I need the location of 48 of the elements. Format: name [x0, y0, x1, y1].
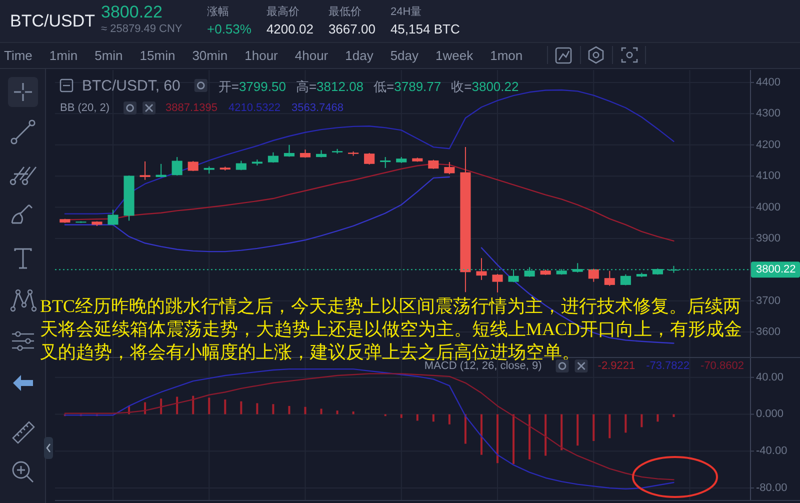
- text: 3563.7468: [292, 102, 344, 114]
- text: 1min: [49, 48, 78, 63]
- y-tick-label: -40.00: [756, 445, 788, 458]
- text: BTC/USDT: [10, 12, 95, 30]
- text: -70.8602: [700, 360, 744, 372]
- text: 3667.00: [328, 22, 376, 36]
- y-tick-label: 4200: [756, 138, 780, 151]
- text: 1day: [345, 48, 374, 63]
- y-tick-label: 4100: [756, 170, 780, 182]
- text: 涨幅: [207, 6, 229, 18]
- y-tick-label: 40.00: [756, 371, 784, 384]
- text: BTC/USDT, 60: [82, 78, 180, 94]
- legend-title: BB (20, 2): [60, 102, 110, 114]
- y-tick-label: 0.000: [756, 408, 784, 420]
- text: 24H量: [390, 6, 422, 18]
- text: 1hour: [244, 48, 279, 63]
- y-tick-label: -80.00: [756, 482, 788, 494]
- text: Time: [4, 48, 32, 63]
- text: 5min: [94, 48, 123, 63]
- text: 3800.22: [101, 2, 162, 22]
- text: 30min: [192, 48, 228, 63]
- text: -2.9221: [598, 360, 636, 372]
- y-tick-label: 4300: [756, 108, 780, 120]
- annotation: 低=3789.77: [374, 78, 442, 94]
- y-tick-label: 3600: [756, 326, 780, 338]
- text: 3887.1395: [166, 102, 218, 114]
- y-tick-label: 4000: [756, 201, 780, 214]
- text: 5day: [390, 48, 420, 63]
- text: ≈ 25879.49 CNY: [101, 23, 183, 35]
- legend-title: MACD (12, 26, close, 9): [424, 360, 542, 372]
- y-tick-label: 4400: [756, 76, 780, 88]
- text: 4hour: [294, 48, 329, 63]
- annotation: 高=3812.08: [296, 78, 364, 94]
- annotation: 收=3800.22: [451, 78, 519, 94]
- y-tick-label: 3900: [756, 232, 780, 244]
- y-tick-label: 3700: [756, 294, 780, 307]
- text: -73.7822: [646, 360, 690, 372]
- text: 1week: [436, 48, 474, 63]
- y-tick-label: 3800.22: [756, 264, 796, 276]
- text: 1mon: [490, 48, 523, 63]
- text: 45,154 BTC: [390, 22, 460, 36]
- text: 最高价: [266, 5, 300, 18]
- annotation: 开=3799.50: [218, 78, 286, 94]
- text: 15min: [140, 48, 176, 63]
- text: 4200.02: [266, 22, 314, 36]
- text: +0.53%: [207, 22, 252, 36]
- text: 最低价: [328, 6, 362, 18]
- text: 4210.5322: [228, 102, 281, 114]
